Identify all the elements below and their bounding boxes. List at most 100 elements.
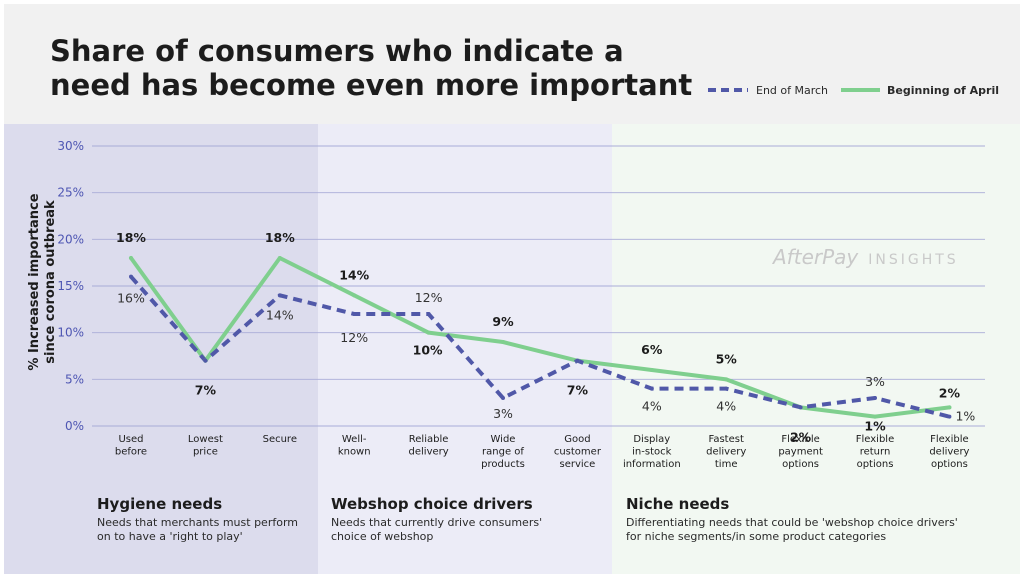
chart-title-line: Share of consumers who indicate a	[50, 34, 624, 68]
x-tick-label-line: time	[715, 459, 738, 470]
data-point-april	[947, 405, 952, 410]
x-tick-label-line: payment	[778, 447, 823, 458]
x-tick-label-line: known	[338, 447, 371, 458]
y-axis-label-line: since corona outbreak	[43, 200, 58, 364]
data-point-april	[873, 414, 877, 419]
data-point-march	[798, 405, 803, 410]
x-tick-label-line: Fastest	[709, 434, 744, 445]
data-label-april: 2%	[939, 385, 961, 400]
data-label-april: 18%	[116, 230, 146, 245]
data-point-march	[575, 358, 580, 363]
data-label-april: 2%	[790, 429, 812, 444]
group-description-line: for niche segments/in some product categ…	[626, 530, 886, 543]
x-tick-label-line: price	[193, 447, 218, 458]
x-tick-label-line: Wide	[491, 434, 516, 445]
x-tick-label-line: before	[115, 447, 147, 458]
y-tick-label: 15%	[57, 279, 84, 293]
x-tick-label: Fastest delivery time	[706, 434, 746, 470]
data-point-march	[203, 358, 208, 363]
group-title: Hygiene needs	[97, 495, 222, 513]
x-tick-label: Good customer service	[554, 434, 602, 470]
data-point-march	[277, 293, 282, 298]
x-tick-label-line: service	[559, 459, 595, 470]
y-tick-label: 30%	[57, 139, 84, 153]
data-point-april	[426, 330, 431, 335]
x-tick-label-line: in-stock	[632, 447, 671, 458]
x-tick-label: Flexible delivery options	[929, 434, 969, 470]
legend: End of March Beginning of April	[708, 84, 999, 97]
x-tick-label-line: Display	[633, 434, 670, 445]
watermark: AfterPay INSIGHTS	[771, 245, 959, 269]
y-tick-label: 10%	[57, 326, 84, 340]
group-title: Webshop choice drivers	[331, 495, 533, 513]
x-tick-label: Lowest price	[188, 434, 223, 458]
x-tick-label-line: options	[857, 459, 894, 470]
group-description-line: Needs that currently drive consumers'	[331, 516, 542, 529]
x-tick-label-line: Flexible	[930, 434, 968, 445]
data-label-march: 4%	[642, 399, 662, 414]
y-tick-label: 25%	[57, 186, 84, 200]
x-tick-label-line: information	[623, 459, 681, 470]
data-label-april: 14%	[339, 267, 369, 282]
data-point-march	[501, 396, 505, 400]
x-tick-label-line: delivery	[409, 447, 449, 458]
data-label-april: 1%	[864, 419, 886, 434]
data-label-april: 10%	[413, 343, 443, 358]
data-label-april: 9%	[492, 314, 514, 329]
data-point-march	[947, 414, 952, 419]
series-line-end-of-march	[129, 275, 950, 419]
data-point-april	[724, 377, 729, 382]
x-tick-label: Secure	[263, 434, 297, 445]
data-point-april	[277, 256, 282, 260]
data-point-march	[352, 312, 357, 316]
group-panel-niche-needs	[612, 124, 1020, 574]
x-tick-label-line: Flexible	[856, 434, 894, 445]
watermark-suffix: INSIGHTS	[868, 252, 958, 268]
y-tick-label: 5%	[65, 372, 84, 386]
x-tick-label: Flexible return options	[856, 434, 894, 470]
x-tick-label-line: products	[481, 459, 525, 470]
chart-title-line: need has become even more important	[50, 68, 692, 102]
x-tick-label: Used before	[115, 434, 147, 458]
data-label-march: 12%	[415, 290, 443, 305]
data-label-march: 16%	[117, 291, 145, 306]
x-tick-label-line: Flexible	[781, 434, 819, 445]
x-tick-label-line: options	[931, 459, 968, 470]
x-tick-label-line: options	[782, 459, 819, 470]
header-band	[4, 4, 1020, 124]
group-description-line: choice of webshop	[331, 530, 433, 543]
data-label-april: 7%	[195, 383, 217, 398]
x-tick-label-line: delivery	[706, 447, 746, 458]
data-label-march: 14%	[266, 307, 294, 322]
x-tick-label: Well-known	[338, 434, 371, 458]
data-point-march	[724, 386, 729, 391]
data-point-march	[129, 274, 133, 279]
group-panel-hygiene-needs	[4, 124, 318, 574]
data-label-march: 4%	[716, 399, 736, 414]
x-tick-label-line: range of	[482, 447, 524, 458]
group-description-line: Differentiating needs that could be 'web…	[626, 516, 958, 529]
data-label-march: 12%	[340, 330, 368, 345]
x-tick-label-line: Secure	[263, 434, 297, 445]
legend-label-end-of-march: End of March	[756, 84, 828, 97]
x-tick-label-line: Well-	[342, 434, 367, 445]
x-tick-label: Reliable delivery	[409, 434, 449, 458]
x-tick-label-line: delivery	[929, 447, 969, 458]
data-point-april	[501, 340, 505, 344]
group-title: Niche needs	[626, 495, 729, 513]
data-label-april: 6%	[641, 342, 663, 357]
y-tick-label: 0%	[65, 419, 84, 433]
x-tick-label: Flexible payment options	[778, 434, 823, 470]
x-tick-label-line: customer	[554, 447, 602, 458]
group-description-line: on to have a 'right to play'	[97, 530, 243, 543]
group-description-line: Needs that merchants must perform	[97, 516, 298, 529]
series-line-beginning-of-april	[129, 256, 952, 419]
data-point-march	[873, 396, 877, 400]
x-tick-label: Wide range of products	[481, 434, 525, 470]
y-tick-label: 20%	[57, 232, 84, 246]
data-label-march: 3%	[865, 374, 885, 389]
x-tick-label: Display in-stock information	[623, 434, 681, 470]
watermark-brand: AfterPay	[771, 245, 859, 269]
